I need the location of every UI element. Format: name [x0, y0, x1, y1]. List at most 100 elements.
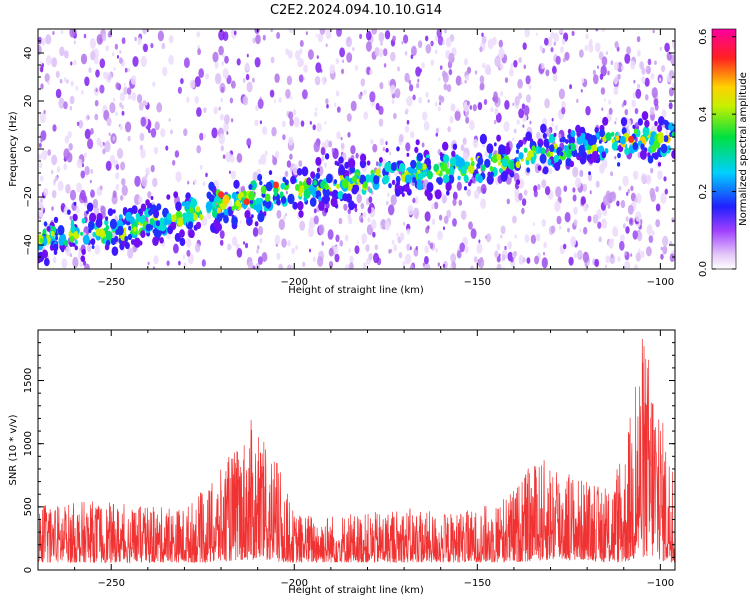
noise-speckle: [448, 52, 455, 64]
noise-speckle: [371, 219, 377, 230]
noise-speckle: [494, 107, 499, 116]
ridge-speckle: [437, 177, 443, 185]
noise-speckle: [671, 39, 675, 49]
noise-speckle: [157, 30, 164, 42]
noise-speckle: [391, 98, 395, 105]
ridge-speckle: [330, 197, 338, 208]
ridge-speckle: [477, 175, 483, 184]
ridge-speckle: [235, 199, 241, 207]
noise-speckle: [148, 128, 151, 134]
noise-speckle: [425, 91, 429, 98]
noise-speckle: [551, 117, 554, 122]
noise-speckle: [449, 115, 454, 124]
noise-speckle: [494, 250, 499, 258]
spectrogram-image: [38, 29, 675, 269]
noise-speckle: [406, 96, 413, 107]
noise-speckle: [244, 62, 250, 72]
ridge-speckle: [390, 162, 397, 171]
ridge-speckle: [125, 211, 133, 222]
noise-speckle: [378, 48, 384, 58]
x-tick-label: −200: [281, 578, 308, 589]
noise-speckle: [254, 57, 261, 68]
ridge-speckle: [515, 149, 520, 154]
noise-speckle: [409, 130, 415, 139]
noise-speckle: [431, 218, 436, 225]
ridge-speckle: [73, 201, 77, 206]
noise-speckle: [649, 106, 655, 116]
ridge-speckle: [537, 165, 542, 171]
noise-speckle: [610, 171, 613, 177]
noise-speckle: [546, 36, 553, 47]
noise-speckle: [384, 30, 391, 40]
noise-speckle: [544, 37, 549, 46]
y-tick-label: 40: [23, 47, 34, 60]
noise-speckle: [396, 232, 399, 237]
noise-speckle: [229, 97, 234, 104]
noise-speckle: [380, 224, 383, 229]
ridge-speckle: [92, 231, 96, 238]
ridge-speckle: [484, 158, 491, 168]
noise-speckle: [371, 29, 378, 35]
noise-speckle: [427, 240, 431, 246]
noise-speckle: [173, 243, 179, 254]
ridge-speckle: [193, 214, 198, 221]
noise-speckle: [202, 181, 206, 187]
noise-speckle: [496, 263, 502, 269]
ridge-speckle: [104, 219, 109, 226]
ridge-speckle: [227, 208, 233, 215]
noise-speckle: [545, 69, 550, 77]
ridge-speckle: [385, 148, 389, 153]
ridge-speckle: [110, 237, 116, 246]
noise-speckle: [288, 111, 294, 120]
ridge-speckle: [124, 242, 130, 250]
noise-speckle: [229, 154, 235, 163]
noise-speckle: [324, 78, 327, 82]
noise-speckle: [257, 226, 264, 236]
ridge-speckle: [259, 180, 263, 186]
noise-speckle: [561, 107, 566, 115]
noise-speckle: [655, 186, 659, 193]
noise-speckle: [242, 78, 246, 83]
ridge-speckle: [580, 159, 585, 165]
noise-speckle: [278, 218, 285, 231]
ridge-speckle: [530, 156, 536, 164]
noise-speckle: [138, 102, 144, 111]
x-tick-label: −250: [97, 277, 124, 288]
ridge-speckle: [318, 196, 322, 202]
noise-speckle: [79, 260, 84, 268]
noise-speckle: [201, 259, 206, 267]
noise-speckle: [94, 244, 101, 255]
snr-frame: [37, 329, 676, 571]
noise-speckle: [219, 230, 225, 239]
noise-speckle: [421, 142, 425, 148]
ridge-speckle: [190, 198, 198, 209]
ridge-speckle: [46, 226, 51, 232]
ridge-speckle: [362, 181, 368, 189]
ridge-speckle: [412, 176, 417, 183]
noise-speckle: [627, 188, 631, 194]
noise-speckle: [289, 153, 293, 160]
noise-speckle: [624, 109, 629, 116]
noise-speckle: [274, 99, 276, 103]
ridge-speckle: [179, 237, 186, 247]
ridge-speckle: [252, 183, 256, 188]
noise-speckle: [496, 243, 501, 251]
noise-speckle: [63, 148, 70, 160]
noise-speckle: [100, 205, 106, 215]
noise-speckle: [40, 60, 43, 65]
ridge-speckle: [501, 158, 508, 168]
noise-speckle: [372, 231, 376, 238]
ridge-speckle: [457, 175, 461, 181]
noise-speckle: [460, 81, 463, 85]
noise-speckle: [601, 218, 608, 229]
noise-speckle: [422, 262, 425, 267]
noise-speckle: [529, 120, 532, 125]
ridge-speckle: [365, 174, 371, 183]
noise-speckle: [458, 199, 463, 206]
noise-speckle: [556, 215, 562, 225]
noise-speckle: [465, 116, 470, 124]
y-tick-label: 1000: [23, 431, 34, 456]
noise-speckle: [512, 137, 515, 142]
noise-speckle: [64, 135, 70, 144]
ridge-speckle: [356, 178, 360, 184]
